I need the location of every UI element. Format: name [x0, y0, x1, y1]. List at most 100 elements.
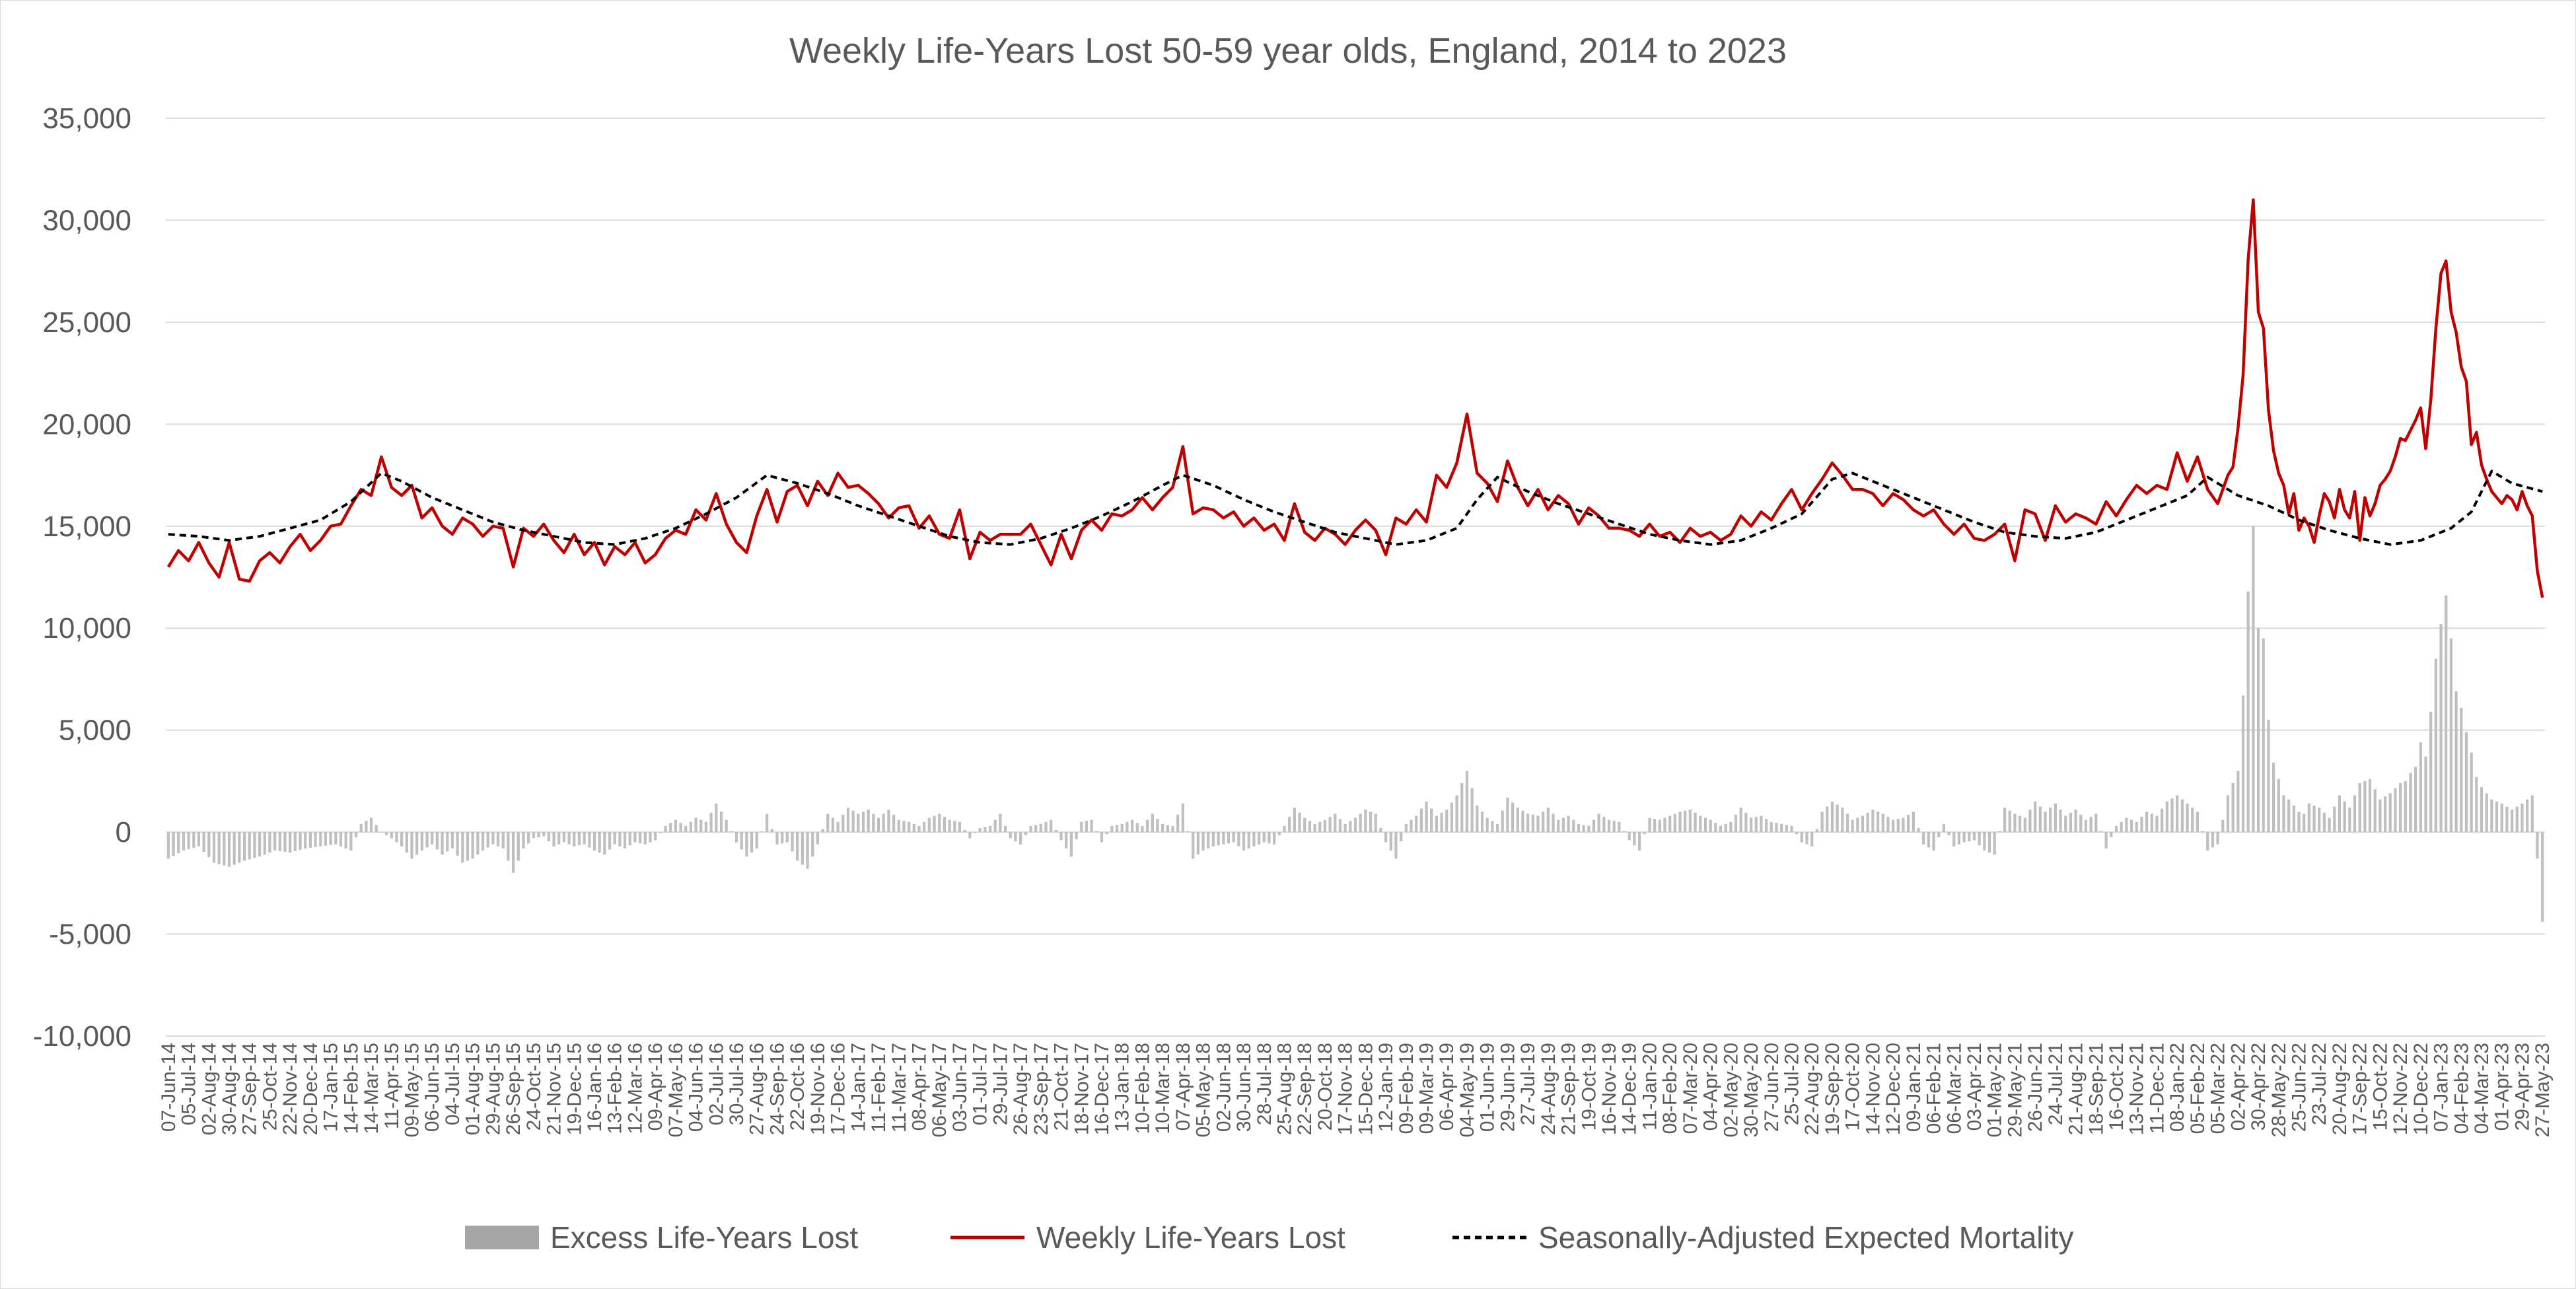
- excess-bar: [263, 832, 266, 855]
- excess-bar: [715, 803, 718, 833]
- x-tick-label: 25-Oct-14: [259, 1043, 281, 1131]
- x-tick-label: 24-Sep-16: [766, 1043, 788, 1135]
- excess-bar: [775, 832, 779, 845]
- excess-bar: [415, 832, 419, 855]
- x-tick-label: 14-Nov-20: [1862, 1043, 1884, 1135]
- excess-bar: [1495, 823, 1499, 833]
- excess-bar: [1455, 795, 1458, 833]
- excess-bar: [1394, 832, 1398, 859]
- excess-bar: [2449, 638, 2453, 833]
- excess-bar: [2338, 795, 2342, 833]
- excess-bar: [2460, 707, 2463, 833]
- excess-bar: [1034, 825, 1038, 833]
- y-tick-label: 35,000: [42, 102, 131, 135]
- excess-bar: [299, 832, 302, 850]
- excess-bar: [476, 832, 480, 855]
- excess-bar: [2161, 808, 2164, 833]
- excess-bar: [1389, 832, 1392, 851]
- excess-bar: [770, 829, 773, 833]
- excess-bar: [1542, 812, 1545, 833]
- excess-bar: [1085, 821, 1089, 833]
- excess-bar: [1425, 801, 1428, 833]
- excess-bar: [2165, 801, 2168, 833]
- excess-bar: [527, 832, 530, 844]
- excess-bar: [390, 832, 393, 839]
- excess-bar: [2028, 810, 2032, 833]
- excess-bar: [1400, 832, 1403, 842]
- excess-bar: [2445, 595, 2448, 833]
- excess-bar: [654, 832, 657, 841]
- excess-bar: [1841, 808, 1844, 833]
- excess-bar: [293, 832, 297, 851]
- excess-bar: [1029, 825, 1032, 833]
- excess-bar: [1435, 816, 1438, 833]
- excess-bar: [1334, 814, 1337, 833]
- excess-bar: [1242, 832, 1246, 851]
- x-tick-label: 02-Jul-16: [705, 1043, 727, 1125]
- x-tick-label: 17-Oct-20: [1842, 1043, 1864, 1131]
- excess-bar: [912, 823, 915, 833]
- excess-bar: [2104, 832, 2108, 849]
- x-tick-label: 25-Jun-22: [2289, 1043, 2310, 1132]
- excess-bar: [2262, 638, 2265, 833]
- excess-bar: [816, 832, 820, 845]
- excess-bar: [1343, 823, 1347, 833]
- excess-bar: [908, 821, 911, 833]
- excess-bar: [2008, 810, 2011, 833]
- excess-bar: [1648, 818, 1651, 833]
- excess-bar: [1506, 797, 1509, 833]
- excess-bar: [1369, 812, 1373, 833]
- excess-bar: [2358, 783, 2361, 833]
- excess-bar: [365, 821, 368, 833]
- excess-bar: [562, 832, 566, 843]
- excess-bar: [1820, 812, 1824, 833]
- excess-bar: [1141, 825, 1144, 833]
- excess-bar: [2221, 819, 2225, 833]
- x-tick-label: 04-Jul-15: [442, 1043, 464, 1125]
- excess-bar: [1227, 832, 1231, 844]
- excess-bar: [1744, 812, 1748, 833]
- x-tick-label: 17-Nov-18: [1335, 1043, 1357, 1135]
- excess-bar: [1262, 832, 1266, 843]
- excess-bar: [1643, 832, 1646, 835]
- excess-bar: [547, 832, 550, 842]
- excess-bar: [2318, 808, 2321, 833]
- excess-bar: [664, 825, 667, 833]
- excess-bar: [2110, 832, 2113, 837]
- excess-bar: [806, 832, 809, 869]
- excess-bar: [1937, 832, 1941, 837]
- excess-bar: [1972, 832, 1976, 841]
- excess-bar: [481, 832, 485, 851]
- excess-bar: [1039, 823, 1042, 833]
- excess-bar: [826, 814, 830, 833]
- excess-bar: [400, 832, 404, 847]
- x-tick-label: 17-Sep-22: [2349, 1043, 2371, 1135]
- excess-bar: [1546, 808, 1550, 833]
- x-tick-label: 27-Jun-20: [1761, 1043, 1783, 1132]
- excess-bar: [431, 832, 434, 845]
- excess-bar: [446, 832, 449, 852]
- excess-bar: [2089, 816, 2093, 833]
- excess-bar: [187, 832, 190, 849]
- excess-bar: [1668, 816, 1672, 833]
- excess-bar: [369, 818, 373, 833]
- x-tick-label: 27-Jul-19: [1517, 1043, 1539, 1125]
- excess-bar: [1907, 814, 1910, 833]
- excess-bar: [1699, 816, 1702, 833]
- excess-bar: [420, 832, 423, 851]
- x-tick-label: 05-Feb-22: [2187, 1043, 2209, 1134]
- excess-bar: [2211, 832, 2215, 848]
- excess-bar: [598, 832, 601, 853]
- excess-bar: [1932, 832, 1935, 851]
- excess-bar: [1364, 810, 1367, 833]
- excess-bar: [704, 821, 708, 833]
- excess-bar: [1054, 830, 1057, 833]
- x-tick-label: 14-Jan-17: [847, 1043, 869, 1132]
- excess-bar: [395, 832, 398, 843]
- excess-bar: [1100, 832, 1104, 843]
- excess-bar: [796, 832, 799, 861]
- x-tick-label: 13-Feb-16: [604, 1043, 626, 1134]
- excess-bar: [1582, 825, 1585, 833]
- excess-bar: [212, 832, 216, 863]
- excess-bar: [1587, 825, 1591, 833]
